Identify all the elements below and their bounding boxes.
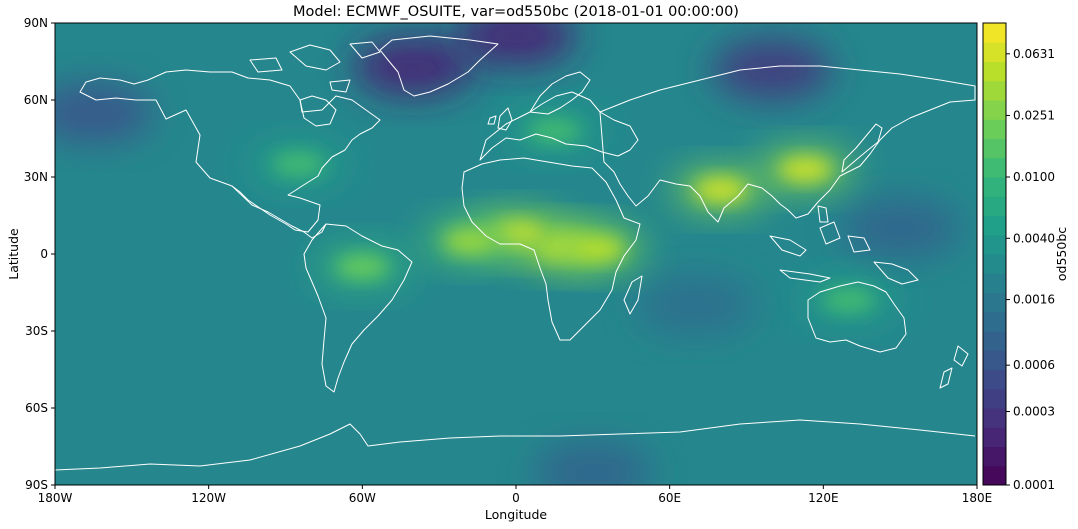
- colorbar-band: [983, 23, 1006, 43]
- colorbar-band: [983, 157, 1006, 178]
- coastline-australia: [807, 281, 907, 353]
- high-region: [272, 152, 325, 177]
- map-field: [55, 23, 977, 485]
- high-region: [779, 157, 832, 182]
- y-tick-label: 30S: [25, 324, 48, 338]
- colorbar-label: od550bc: [1054, 227, 1069, 281]
- colorbar-band: [983, 119, 1006, 139]
- coastline-asia: [599, 65, 976, 223]
- colorbar-tick-label: 0.0251: [1013, 108, 1055, 122]
- low-region: [353, 36, 474, 97]
- colorbar-band: [983, 138, 1006, 159]
- colorbar-band: [983, 427, 1006, 447]
- colorbar-band: [983, 331, 1006, 351]
- colorbar-band: [983, 61, 1006, 82]
- coastline-british-isles: [487, 107, 513, 131]
- colorbar-band: [983, 196, 1006, 216]
- colorbar-band: [983, 446, 1006, 467]
- y-tick-label: 90N: [24, 16, 48, 30]
- colorbar-band: [983, 369, 1006, 390]
- colorbar-band: [983, 80, 1006, 101]
- colorbar-band: [983, 273, 1006, 293]
- colorbar-ticks: 0.0001 0.0003 0.0006 0.0016 0.0040 0.0100 0.02…: [1006, 47, 1055, 492]
- coastline-scandinavia: [529, 71, 591, 115]
- colorbar-bands: [983, 23, 1006, 486]
- x-tick-label: 60W: [349, 491, 376, 505]
- x-axis-label: Longitude: [485, 507, 547, 522]
- coastline-antarctica: [55, 419, 976, 471]
- colorbar-band: [983, 234, 1006, 255]
- coastline-greenland: [379, 35, 499, 97]
- y-axis-ticks: 90N 60N 30N 0 30S 60S 90S: [24, 16, 55, 492]
- coastline-south-america: [303, 223, 413, 393]
- x-tick-label: 120W: [191, 491, 226, 505]
- x-tick-label: 180E: [962, 491, 993, 505]
- low-region: [635, 275, 756, 336]
- coastline-hudson-bay: [299, 95, 337, 127]
- colorbar-tick-label: 0.0001: [1013, 478, 1055, 492]
- colorbar-band: [983, 100, 1006, 120]
- low-region: [456, 23, 576, 66]
- y-tick-label: 30N: [24, 170, 48, 184]
- high-region: [528, 118, 581, 143]
- colorbar-band: [983, 215, 1006, 236]
- high-region: [822, 288, 875, 313]
- coastline-new-zealand: [939, 345, 969, 389]
- low-region: [712, 39, 833, 100]
- low-region: [840, 198, 961, 259]
- low-region: [55, 82, 154, 143]
- x-tick-label: 120E: [808, 491, 839, 505]
- coastline-arctic-islands: [249, 41, 381, 93]
- y-tick-label: 60N: [24, 93, 48, 107]
- colorbar-band: [983, 177, 1006, 197]
- chart-title: Model: ECMWF_OSUITE, var=od550bc (2018-0…: [293, 4, 739, 20]
- coastline-se-asia-islands: [769, 205, 919, 285]
- x-tick-label: 0: [512, 491, 520, 505]
- colorbar-band: [983, 408, 1006, 428]
- colorbar-frame: [982, 22, 1007, 486]
- colorbar-tick-label: 0.0100: [1013, 170, 1055, 184]
- x-tick-label: 180W: [38, 491, 73, 505]
- coastline-north-america: [79, 69, 381, 233]
- low-region: [532, 442, 653, 485]
- colorbar-tick-label: 0.0040: [1013, 231, 1055, 245]
- colorbar-tick-label: 0.0003: [1013, 405, 1055, 419]
- colorbar-band: [983, 388, 1006, 409]
- colorbar-tick-label: 0.0006: [1013, 358, 1055, 372]
- colorbar-band: [983, 42, 1006, 62]
- high-region: [694, 177, 747, 202]
- colorbar-band: [983, 350, 1006, 370]
- y-tick-label: 90S: [25, 478, 48, 492]
- colorbar-tick-label: 0.0631: [1013, 47, 1055, 61]
- x-tick-label: 60E: [658, 491, 681, 505]
- y-axis-label: Latitude: [6, 228, 21, 280]
- y-tick-label: 0: [40, 247, 48, 261]
- colorbar-band: [983, 292, 1006, 313]
- coastline-japan: [841, 123, 883, 173]
- high-region: [443, 229, 496, 254]
- coastline-madagascar: [623, 275, 643, 315]
- coastline-europe: [479, 91, 639, 161]
- colorbar: 0.0001 0.0003 0.0006 0.0016 0.0040 0.0100 0.02…: [982, 22, 1069, 492]
- y-tick-label: 60S: [25, 401, 48, 415]
- colorbar-band: [983, 254, 1006, 274]
- high-region: [336, 254, 389, 279]
- colorbar-tick-label: 0.0016: [1013, 293, 1055, 307]
- colorbar-band: [983, 311, 1006, 332]
- coastline-central-america: [231, 185, 327, 239]
- x-axis-ticks: 180W 120W 60W 0 60E 120E 180E: [38, 485, 993, 505]
- high-region: [571, 236, 624, 261]
- coastline-africa: [461, 157, 641, 341]
- coastlines: [55, 35, 976, 471]
- colorbar-band: [983, 465, 1006, 486]
